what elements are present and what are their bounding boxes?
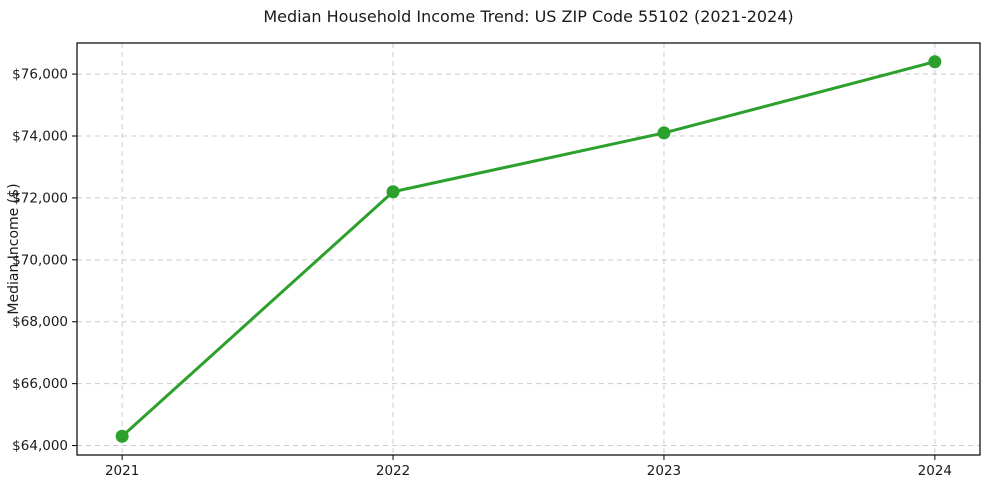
chart-title: Median Household Income Trend: US ZIP Co… (263, 7, 794, 26)
y-tick-label: $72,000 (12, 190, 68, 206)
y-tick-label: $76,000 (12, 67, 68, 83)
y-tick-label: $66,000 (12, 376, 68, 392)
y-tick-label: $74,000 (12, 129, 68, 145)
plot-border (76, 42, 981, 456)
y-tick-label: $64,000 (12, 438, 68, 454)
data-point-marker (928, 55, 942, 69)
y-tick-label: $70,000 (12, 252, 68, 268)
x-tick-label: 2024 (918, 463, 952, 479)
data-point-marker (657, 126, 671, 140)
data-point-marker (115, 429, 129, 443)
x-tick-label: 2023 (647, 463, 681, 479)
x-tick-label: 2022 (376, 463, 410, 479)
data-point-marker (386, 185, 400, 199)
x-tick-label: 2021 (105, 463, 139, 479)
trend-line (120, 60, 937, 438)
y-tick-label: $68,000 (12, 314, 68, 330)
